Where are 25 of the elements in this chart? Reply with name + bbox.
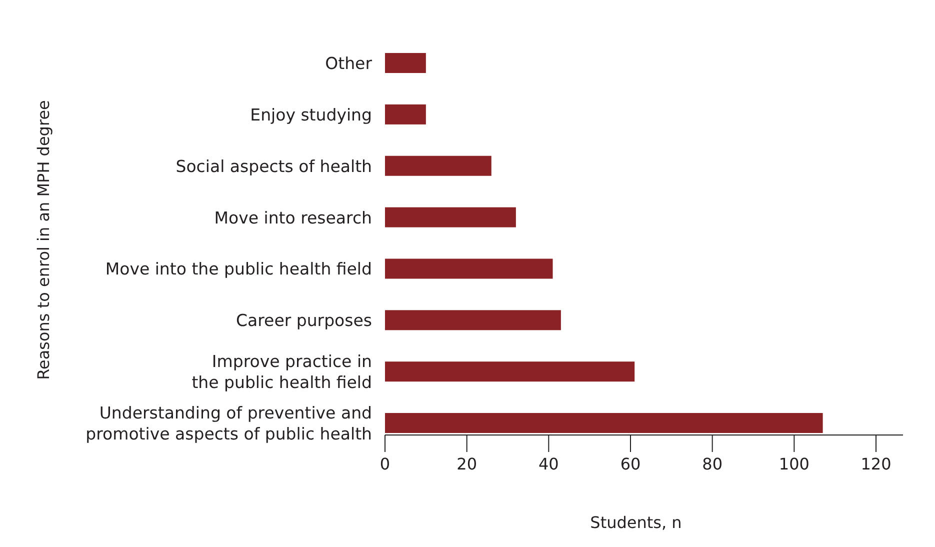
y-tick-label: Career purposes	[236, 311, 372, 330]
x-tick-label: 80	[702, 454, 723, 474]
bar	[385, 104, 426, 124]
x-tick-label: 20	[456, 454, 478, 474]
bar	[385, 207, 516, 228]
y-tick-label: Move into research	[214, 208, 372, 228]
bar	[385, 310, 561, 330]
y-tick-label: Other	[325, 54, 372, 73]
bar	[385, 413, 823, 433]
y-tick-label: Social aspects of health	[176, 156, 372, 176]
x-tick-label: 60	[620, 454, 641, 474]
bar	[385, 362, 635, 382]
y-tick-label: Move into the public health field	[105, 260, 372, 279]
y-tick-label: Understanding of preventive and promotive aspects of public health	[86, 404, 372, 444]
bar	[385, 258, 553, 279]
x-tick-label: 100	[778, 454, 810, 474]
x-tick-label: 40	[538, 454, 559, 474]
x-tick-label: 0	[380, 454, 390, 474]
bar	[385, 53, 426, 73]
x-tick-label: 120	[860, 454, 892, 474]
bar	[385, 156, 492, 176]
y-tick-label: Improve practice in the public health field	[192, 352, 372, 392]
x-axis-title: Students, n	[590, 513, 682, 532]
y-tick-label: Enjoy studying	[250, 105, 372, 124]
y-axis-title: Reasons to enrol in an MPH degree	[34, 100, 53, 380]
